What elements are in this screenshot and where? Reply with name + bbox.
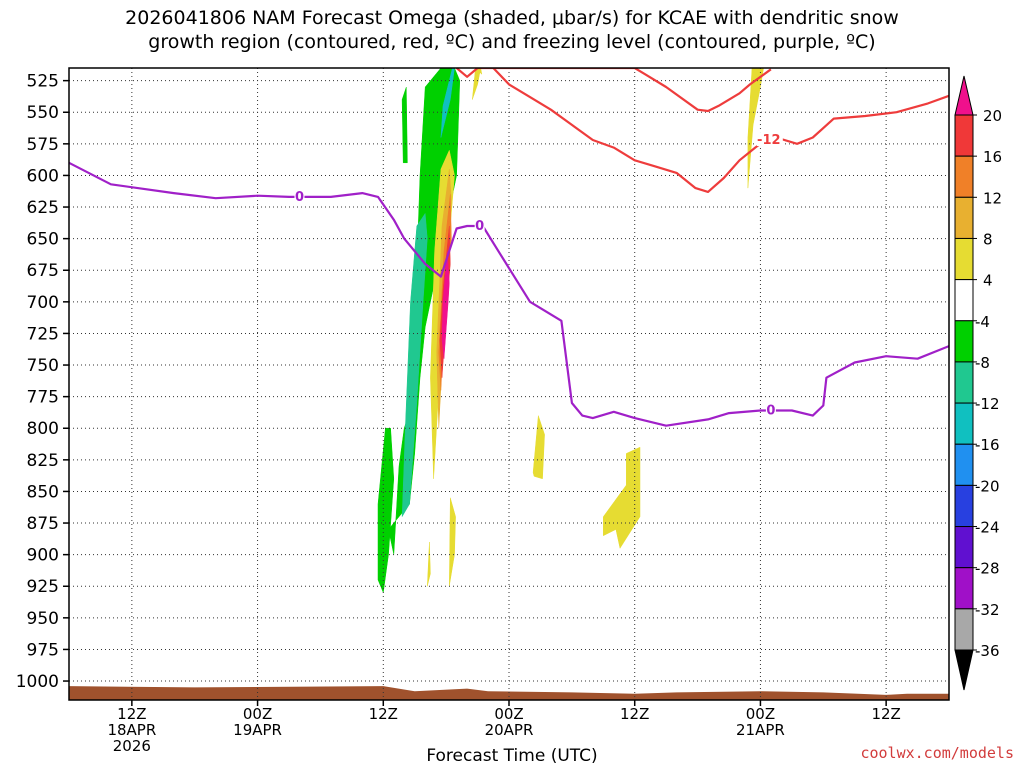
- surface-terrain: [69, 686, 949, 700]
- colorbar-bin--32--28: [954, 567, 974, 610]
- colorbar: 20 16 12 8 4 -4 -8 -12 -16 -20 -24 -28 -32 -36: [954, 75, 1002, 691]
- dgz-contour-label: -12: [757, 133, 781, 148]
- source-credit: coolwx.com/models: [860, 744, 1014, 762]
- colorbar-bin--12--8: [954, 361, 974, 404]
- x-tick-label-66-2: 21APR: [736, 721, 785, 739]
- colorbar-bin--8--4: [954, 320, 974, 363]
- contour-lines: [69, 68, 949, 427]
- freezing-level-label-1: 0: [475, 219, 484, 234]
- colorbar-over-triangle: [954, 75, 974, 116]
- dgz-contour-top-line: [455, 68, 772, 113]
- grid-lines: [69, 68, 949, 700]
- y-tick-label-1000: 1000: [16, 672, 59, 692]
- colorbar-bin--20--16: [954, 443, 974, 486]
- y-tick-label-675: 675: [27, 261, 59, 281]
- colorbar-bin-12-16: [954, 155, 974, 198]
- x-axis-title: Forecast Time (UTC): [426, 746, 598, 766]
- freezing-label-bg-2: [765, 402, 776, 417]
- y-tick-label-775: 775: [27, 388, 59, 408]
- y-tick-label-600: 600: [27, 166, 59, 186]
- colorbar-bin--4-4: [954, 279, 974, 322]
- dgz-contour-line: [492, 68, 949, 193]
- y-tick-label-825: 825: [27, 451, 59, 471]
- freezing-level-label-0: 0: [295, 190, 304, 205]
- colorbar-label--12: -12: [975, 395, 1000, 413]
- x-tick-label-30-1: 12Z: [369, 705, 398, 723]
- colorbar-label--24: -24: [975, 519, 1000, 537]
- colorbar-bin--36--32: [954, 608, 974, 651]
- x-tick-label-6-3: 2026: [113, 737, 151, 755]
- colorbar-label-16: 16: [983, 148, 1002, 166]
- omega-region-12: [472, 68, 481, 100]
- colorbar-under-triangle: [954, 649, 974, 691]
- x-tick-label-6-1: 12Z: [117, 705, 146, 723]
- omega-region-10: [449, 497, 456, 587]
- y-tick-label-525: 525: [27, 72, 59, 92]
- y-tick-label-950: 950: [27, 609, 59, 629]
- freezing-label-bg-0: [294, 188, 305, 203]
- y-tick-label-925: 925: [27, 577, 59, 597]
- y-axis: 525 550 575 600 625 650 675 700 725 750 775 800 825 8…: [16, 72, 69, 692]
- omega-region-4: [440, 68, 455, 138]
- x-tick-label-18-2: 19APR: [233, 721, 282, 739]
- y-tick-label-700: 700: [27, 293, 59, 313]
- omega-shading: [69, 68, 949, 700]
- x-tick-label-66-1: 00Z: [746, 705, 775, 723]
- colorbar-label--36: -36: [975, 642, 1000, 660]
- y-tick-label-550: 550: [27, 103, 59, 123]
- chart-title: 2026041806 NAM Forecast Omega (shaded, μ…: [0, 6, 1024, 54]
- colorbar-label-12: 12: [983, 189, 1002, 207]
- colorbar-label--16: -16: [975, 436, 1000, 454]
- y-tick-label-625: 625: [27, 198, 59, 218]
- colorbar-bin-4-8: [954, 237, 974, 281]
- freezing-label-bg-1: [474, 218, 485, 232]
- contour-labels: 0 0 0 -12: [294, 132, 783, 419]
- x-tick-label-42-1: 00Z: [494, 705, 523, 723]
- colorbar-label--28: -28: [975, 560, 1000, 578]
- y-tick-label-850: 850: [27, 482, 59, 502]
- colorbar-bin--28--24: [954, 526, 974, 569]
- x-tick-label-78-1: 12Z: [871, 705, 900, 723]
- y-tick-label-800: 800: [27, 419, 59, 439]
- chart-title-line2: growth region (contoured, red, ºC) and f…: [148, 31, 876, 53]
- y-tick-label-575: 575: [27, 135, 59, 155]
- x-tick-label-42-2: 20APR: [485, 721, 534, 739]
- colorbar-label--4: -4: [975, 313, 990, 331]
- omega-region-2: [401, 86, 408, 164]
- y-tick-label-725: 725: [27, 324, 59, 344]
- chart-title-line1: 2026041806 NAM Forecast Omega (shaded, μ…: [125, 7, 899, 29]
- omega-region-11: [427, 541, 431, 587]
- colorbar-bin--16--12: [954, 402, 974, 445]
- omega-region-1: [377, 427, 395, 594]
- colorbar-label--32: -32: [975, 601, 1000, 619]
- dgz-label-bg: [756, 132, 783, 147]
- colorbar-label--8: -8: [975, 354, 990, 372]
- omega-region-3: [401, 212, 428, 517]
- x-tick-label-54-1: 12Z: [620, 705, 649, 723]
- y-tick-label-750: 750: [27, 356, 59, 376]
- colorbar-label-4: 4: [983, 272, 993, 290]
- colorbar-label-8: 8: [983, 230, 993, 248]
- colorbar-bin--24--20: [954, 484, 974, 528]
- omega-region-15: [603, 446, 641, 549]
- x-tick-label-6-2: 18APR: [107, 721, 156, 739]
- y-tick-label-900: 900: [27, 546, 59, 566]
- colorbar-label--20: -20: [975, 477, 1000, 495]
- colorbar-label-20: 20: [983, 107, 1002, 125]
- colorbar-bin-16-20: [954, 114, 974, 157]
- y-tick-label-650: 650: [27, 230, 59, 250]
- omega-region-9: [441, 251, 450, 359]
- freezing-level-line: [69, 161, 949, 427]
- freezing-level-label-2: 0: [766, 404, 775, 419]
- y-tick-label-875: 875: [27, 514, 59, 534]
- omega-region-16: [747, 68, 764, 189]
- omega-region-14: [532, 415, 545, 480]
- x-tick-label-18-1: 00Z: [243, 705, 272, 723]
- y-tick-label-975: 975: [27, 640, 59, 660]
- colorbar-bin-8-12: [954, 196, 974, 239]
